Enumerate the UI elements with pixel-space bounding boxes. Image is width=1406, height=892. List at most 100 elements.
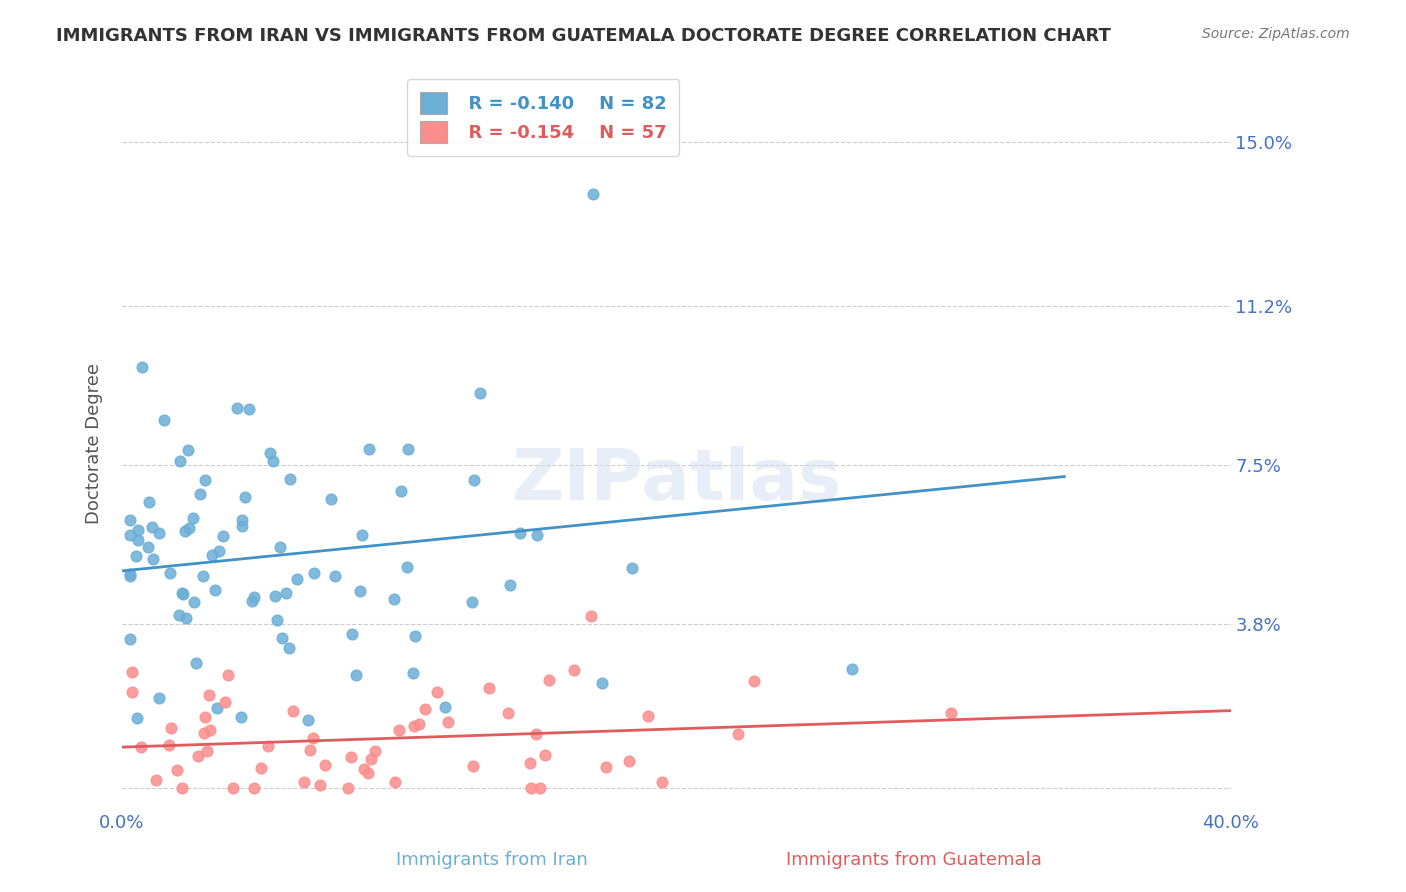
Point xyxy=(222,780,245,795)
Point xyxy=(387,723,409,737)
Point xyxy=(384,774,406,789)
Point xyxy=(350,528,373,542)
Point xyxy=(166,764,188,778)
Point xyxy=(340,627,363,641)
Point xyxy=(298,743,321,757)
Point xyxy=(177,521,200,535)
Point xyxy=(402,719,425,733)
Point xyxy=(651,775,673,789)
Point xyxy=(314,758,336,772)
Point xyxy=(271,631,294,645)
Text: IMMIGRANTS FROM IRAN VS IMMIGRANTS FROM GUATEMALA DOCTORATE DEGREE CORRELATION C: IMMIGRANTS FROM IRAN VS IMMIGRANTS FROM … xyxy=(56,27,1111,45)
Point xyxy=(172,587,194,601)
Point xyxy=(319,492,342,507)
Point xyxy=(285,572,308,586)
Point xyxy=(240,593,263,607)
Point xyxy=(174,524,197,539)
Point xyxy=(127,523,149,537)
Point xyxy=(191,569,214,583)
Point xyxy=(526,527,548,541)
Point xyxy=(169,607,191,622)
Point xyxy=(194,710,217,724)
Point xyxy=(404,629,426,643)
Text: Source: ZipAtlas.com: Source: ZipAtlas.com xyxy=(1202,27,1350,41)
Point xyxy=(579,608,602,623)
Point xyxy=(120,632,142,646)
Point xyxy=(205,701,228,715)
Point xyxy=(184,657,207,671)
Point xyxy=(396,442,419,457)
Point xyxy=(304,566,326,580)
Point xyxy=(204,582,226,597)
Point xyxy=(617,754,640,768)
Point xyxy=(562,664,585,678)
Point xyxy=(408,717,430,731)
Point xyxy=(520,780,543,795)
Point xyxy=(302,731,325,746)
Point xyxy=(181,511,204,525)
Point xyxy=(138,495,160,509)
Point xyxy=(250,761,273,775)
Point xyxy=(283,704,305,718)
Point xyxy=(243,591,266,605)
Point xyxy=(125,549,148,563)
Point xyxy=(426,684,449,698)
Point xyxy=(263,590,285,604)
Y-axis label: Doctorate Degree: Doctorate Degree xyxy=(86,363,103,524)
Point xyxy=(382,592,405,607)
Point xyxy=(461,595,484,609)
Point xyxy=(278,472,301,486)
Point xyxy=(509,526,531,541)
Point xyxy=(841,662,863,676)
Point xyxy=(499,578,522,592)
Point xyxy=(195,744,218,758)
Point xyxy=(339,749,361,764)
Legend:   R = -0.140    N = 82,   R = -0.154    N = 57: R = -0.140 N = 82, R = -0.154 N = 57 xyxy=(408,79,679,156)
Point xyxy=(183,595,205,609)
Point xyxy=(174,611,197,625)
Point xyxy=(256,739,278,754)
Point xyxy=(262,454,284,468)
Point xyxy=(529,780,551,795)
Point xyxy=(637,709,659,723)
Point xyxy=(159,566,181,580)
Point xyxy=(148,526,170,541)
Point xyxy=(478,681,501,695)
Point xyxy=(278,640,301,655)
Point xyxy=(344,668,367,682)
Point xyxy=(323,568,346,582)
Point xyxy=(470,386,492,401)
Point xyxy=(201,548,224,562)
Point xyxy=(120,567,142,582)
Point xyxy=(434,699,457,714)
Point xyxy=(742,674,765,689)
Point xyxy=(121,684,143,698)
Point xyxy=(160,721,183,735)
Point xyxy=(176,443,198,458)
Point xyxy=(463,759,485,773)
Point xyxy=(193,726,215,740)
Point xyxy=(231,519,253,533)
Point xyxy=(413,701,436,715)
Point xyxy=(170,780,193,795)
Point xyxy=(463,473,485,487)
Point xyxy=(170,586,193,600)
Point xyxy=(496,706,519,720)
Point xyxy=(208,544,231,558)
Point xyxy=(120,528,142,542)
Point xyxy=(120,513,142,527)
Point xyxy=(217,667,239,681)
Point xyxy=(231,513,253,527)
Point xyxy=(292,774,315,789)
Point xyxy=(402,666,425,681)
Point xyxy=(266,613,288,627)
Text: Immigrants from Guatemala: Immigrants from Guatemala xyxy=(786,851,1042,869)
Point xyxy=(157,738,180,752)
Point xyxy=(353,762,375,776)
Point xyxy=(169,454,191,468)
Point xyxy=(939,706,962,720)
Point xyxy=(259,446,281,460)
Point xyxy=(395,559,418,574)
Point xyxy=(363,744,385,758)
Point xyxy=(145,772,167,787)
